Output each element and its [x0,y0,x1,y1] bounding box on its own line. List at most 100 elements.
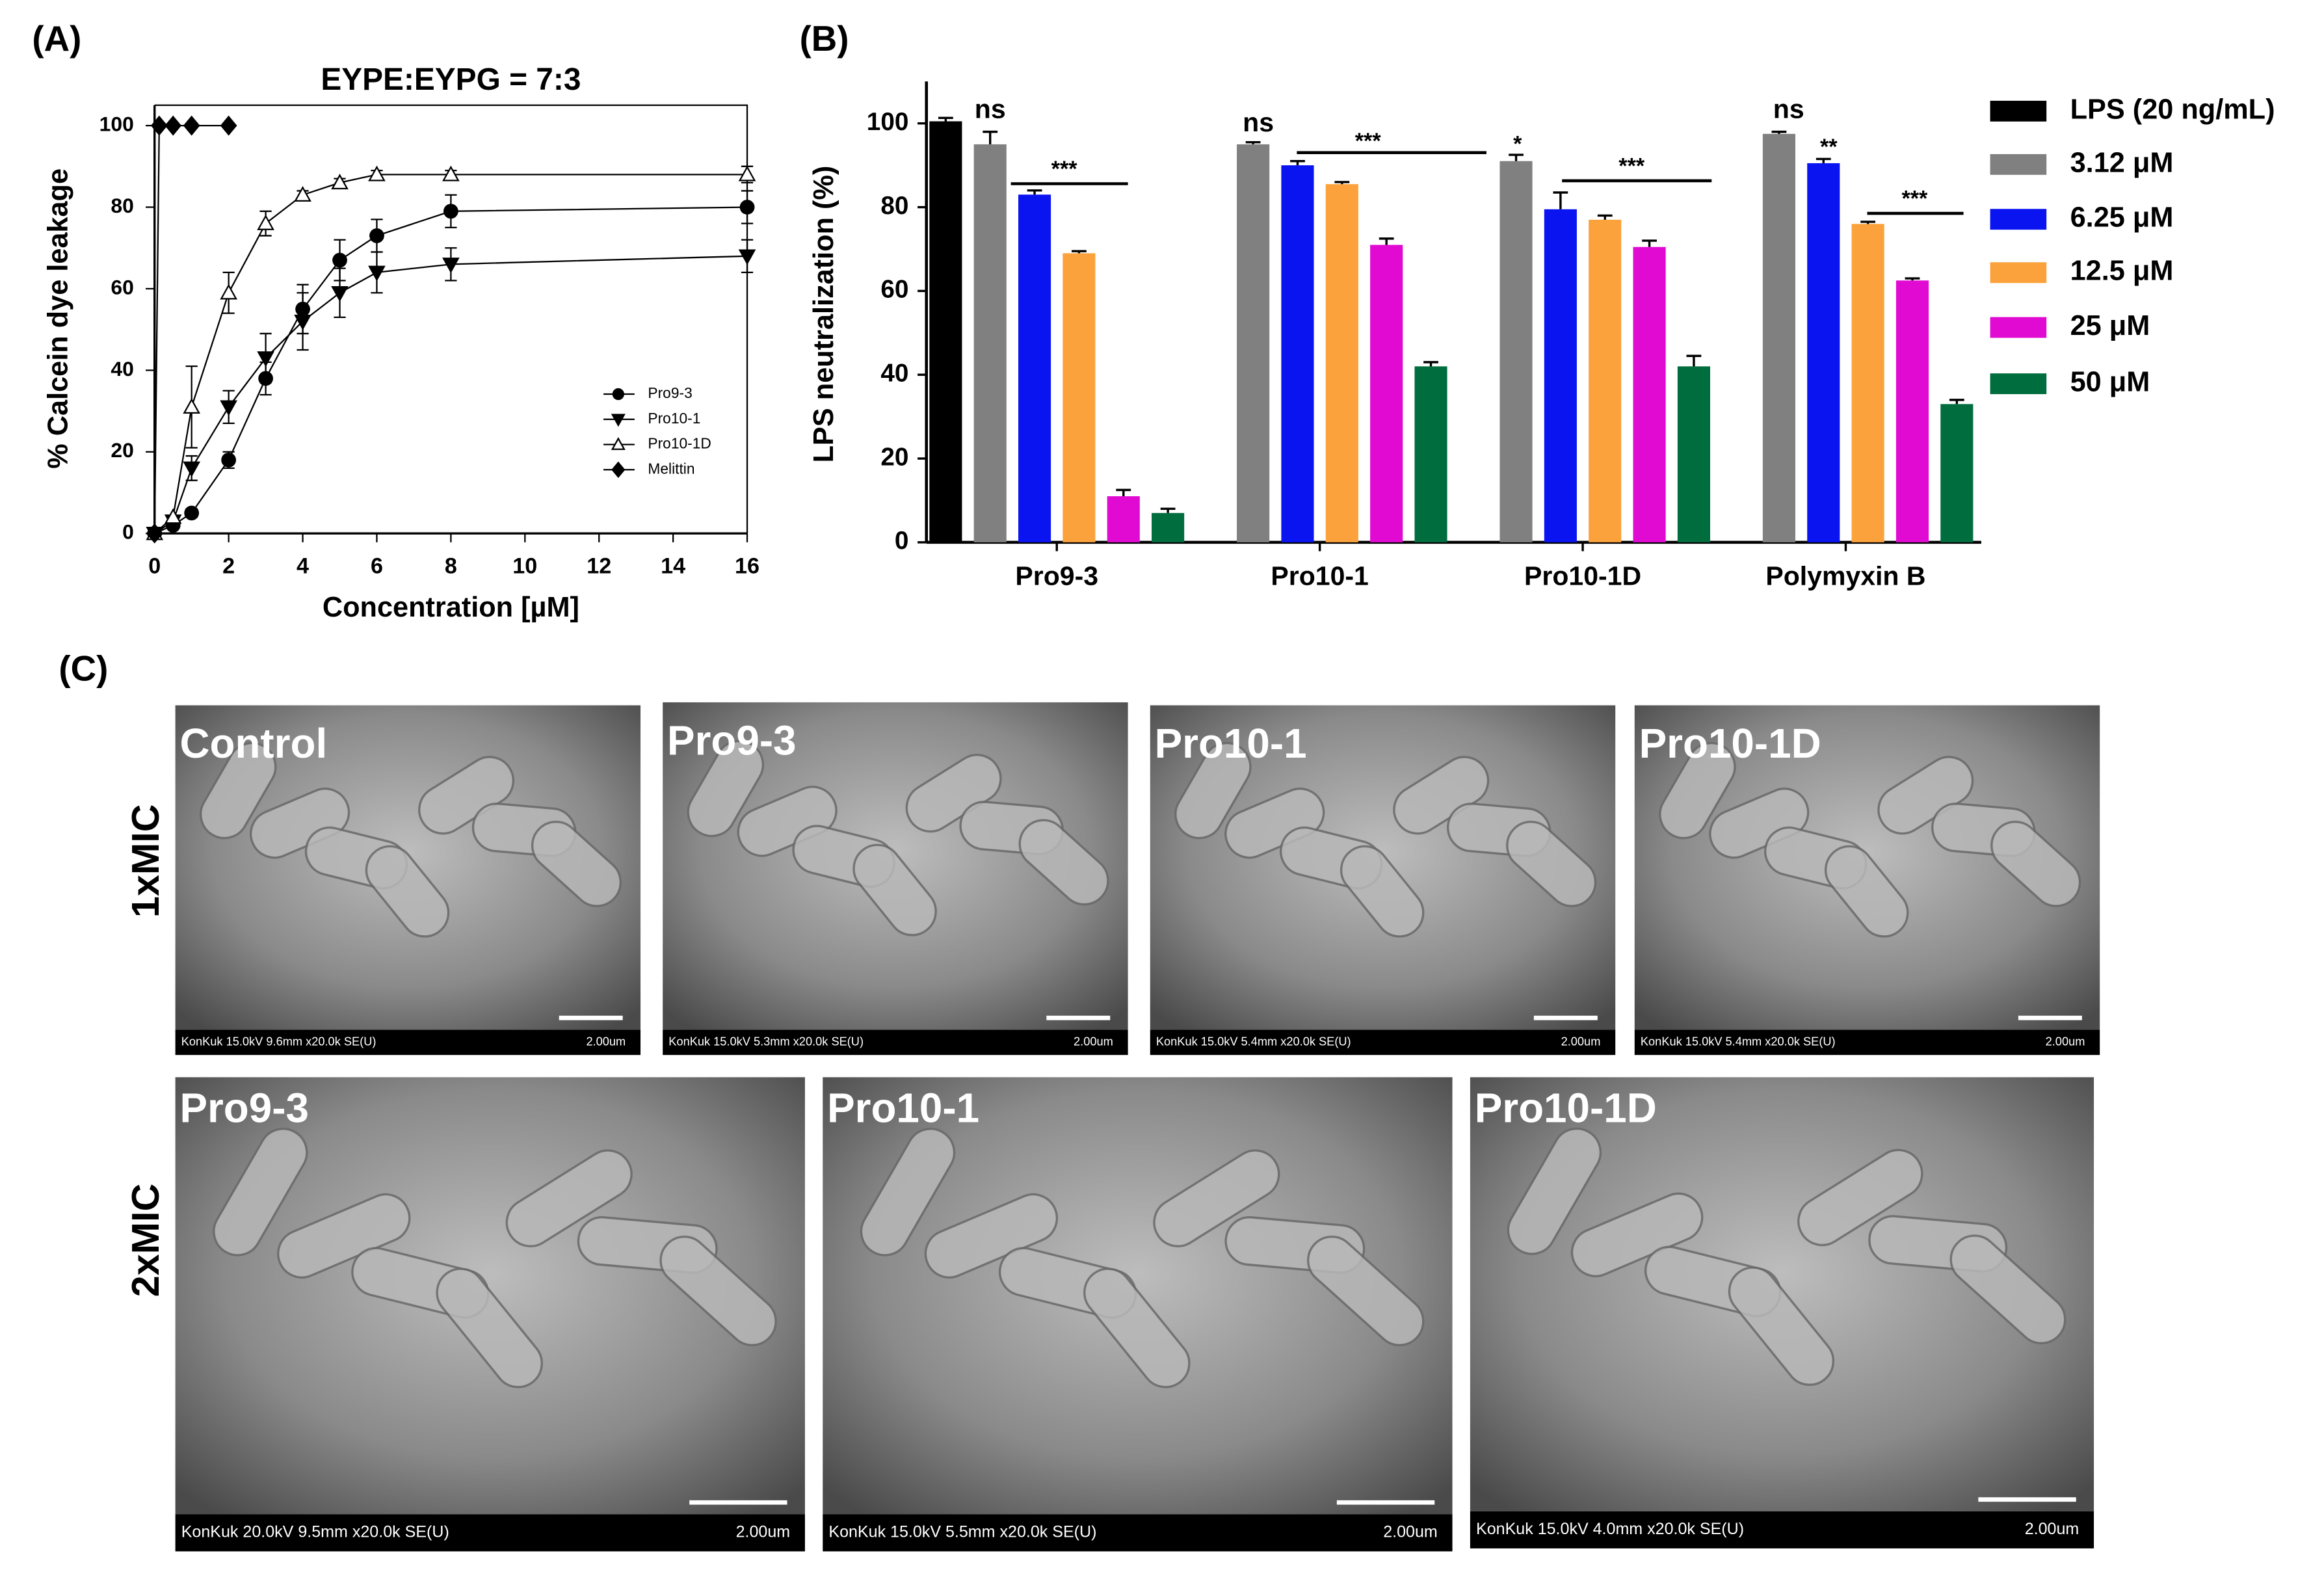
x-tick-label: 12 [587,554,611,579]
bacterium [277,1193,411,1279]
x-tick-label: 6 [371,554,383,579]
x-tick-label: 0 [148,554,161,579]
significance-label: *** [1051,157,1078,181]
y-axis-label: % Calcein dye leakage [42,168,73,469]
marker [611,461,626,478]
x-tick-label: Pro10-1 [1271,561,1368,591]
legend-swatch [1990,373,2047,395]
bacterium [436,1268,543,1388]
sem-title: Pro10-1 [1155,720,1307,767]
marker [368,265,386,282]
error-bar [1642,239,1657,247]
marker [332,252,347,268]
error-bar [1290,159,1305,166]
x-tick-label: 4 [297,554,309,579]
error-bar [1245,141,1261,144]
error-bar [1072,250,1087,254]
error-bar [1509,153,1524,161]
marker [150,115,168,136]
bacterium [1990,820,2081,907]
legend-swatch [1990,209,2047,230]
bar [1633,246,1666,542]
bacterium [213,1128,308,1256]
bar [1414,366,1447,542]
significance-label: *** [1355,129,1382,153]
bacterium [1083,1268,1191,1388]
marker [257,351,274,367]
bacterium [860,1128,956,1256]
x-tick-label: 2 [222,554,235,579]
series-line [154,255,748,535]
y-axis-label: LPS neutralization (%) [808,166,839,463]
bar [1677,366,1710,542]
legend-label: 25 μM [2070,310,2150,341]
sem-image: KonKuk 15.0kV 5.3mm x20.0k SE(U) 2.00um Pr… [663,702,1128,1056]
bacterium [1153,1149,1280,1247]
error-bar [1860,220,1876,224]
marker [183,115,200,136]
x-axis-label: Concentration [µM] [323,592,579,623]
marker [184,505,200,521]
bacterium [659,1235,777,1347]
row-label: 1xMIC [124,804,167,918]
bacterium [1824,845,1909,938]
bacterium [1507,1127,1602,1255]
sem-caption: KonKuk 15.0kV 5.4mm x20.0k SE(U) [1156,1035,1351,1048]
marker [164,508,182,524]
sem-caption: KonKuk 15.0kV 9.6mm x20.0k SE(U) [181,1035,376,1048]
significance-label: ns [1243,107,1274,137]
y-tick-label: 40 [111,357,133,380]
significance-label: * [1513,131,1522,156]
significance-label: ** [1820,135,1838,159]
sem-title: Control [179,720,327,767]
bar [1152,512,1185,542]
bacterium [365,845,450,938]
frame [154,104,748,534]
error-bar [983,130,998,144]
bar [1499,161,1533,542]
error-bar [1949,399,1964,405]
bacterium [852,844,937,937]
x-tick-label: 14 [661,554,685,579]
marker [257,214,274,230]
marker [220,115,237,136]
marker [739,200,755,215]
bar [1237,144,1270,542]
bar [1325,184,1358,542]
bar [1807,163,1840,542]
sem-footer [1634,1030,2100,1056]
bacterium [531,820,622,907]
sem-image: KonKuk 15.0kV 5.4mm x20.0k SE(U) 2.00um Pr… [1634,705,2100,1056]
bacterium [1728,1266,1835,1387]
sem-title: Pro10-1D [1639,720,1821,767]
legend-label: 6.25 μM [2070,202,2174,233]
marker [612,388,624,401]
bar [1544,209,1577,542]
y-tick-label: 100 [867,108,909,136]
sem-caption: KonKuk 20.0kV 9.5mm x20.0k SE(U) [181,1523,449,1541]
legend-label: Melittin [648,460,694,477]
panel-label: (A) [32,18,81,59]
error-bar [1597,214,1613,220]
marker [738,249,756,265]
panel-label: (B) [800,18,849,59]
error-bar [1553,191,1568,209]
marker [331,174,349,190]
marker [368,165,386,181]
error-bar [1423,361,1438,367]
x-tick-label: Polymyxin B [1765,561,1925,591]
bacterium [1018,819,1109,906]
error-bar [938,116,953,122]
significance-label: *** [1618,153,1645,178]
sem-caption: KonKuk 15.0kV 5.4mm x20.0k SE(U) [1641,1035,1836,1048]
bar [1018,194,1051,542]
y-tick-label: 60 [880,276,908,304]
marker [738,165,756,181]
series-line [154,206,748,535]
legend-label: LPS (20 ng/mL) [2070,94,2275,125]
x-tick-label: 8 [445,554,457,579]
significance-label: *** [1901,187,1928,211]
sem-caption: KonKuk 15.0kV 4.0mm x20.0k SE(U) [1476,1520,1744,1538]
bar [973,144,1007,542]
